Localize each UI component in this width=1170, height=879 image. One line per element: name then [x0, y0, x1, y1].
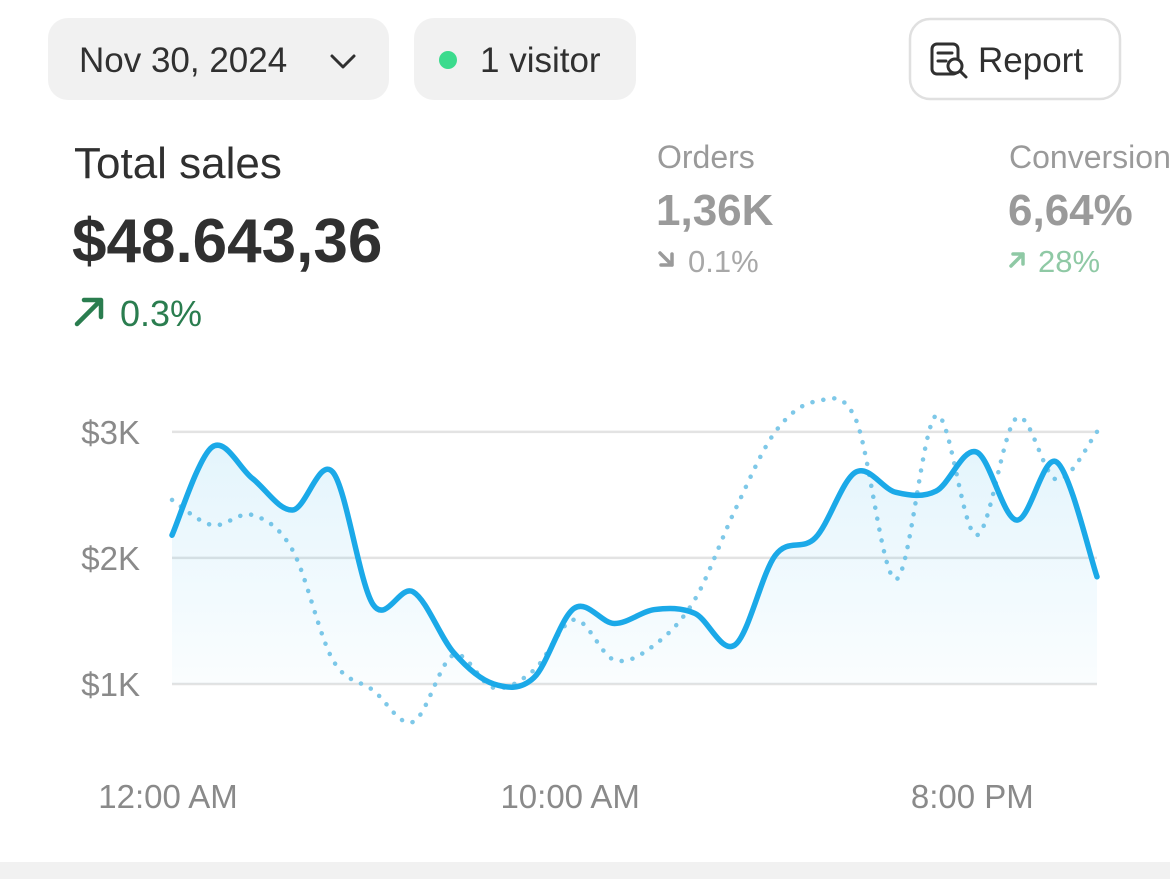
visitor-button[interactable]: 1 visitor	[414, 18, 636, 100]
x-tick-label: 12:00 AM	[98, 778, 237, 815]
area	[172, 445, 1097, 688]
up-arrow	[1009, 252, 1025, 268]
x-tick-label: 8:00 PM	[911, 778, 1034, 815]
report-icon-lines[interactable]	[936, 51, 968, 79]
report-button[interactable]: Report	[908, 17, 1122, 101]
report-button-bg[interactable]	[908, 17, 1122, 101]
metric-label: Total sales	[74, 139, 282, 188]
date-button-bg[interactable]	[48, 18, 389, 100]
report-text[interactable]: Report	[978, 41, 1083, 80]
y-tick-label: $2K	[81, 540, 140, 577]
sales-line	[169, 442, 1100, 690]
sales-chart: $1K $2K $3K 12:00 AM 10:00 AM 8:00 PM	[81, 396, 1100, 815]
metric-value: 1,36K	[656, 186, 774, 235]
bottom-strip	[0, 862, 1170, 879]
metric-change: 0.1%	[688, 244, 759, 279]
y-tick-label: $3K	[81, 414, 140, 451]
visitor-button-bg[interactable]	[414, 18, 636, 100]
chevron[interactable]	[330, 54, 356, 69]
live-dot	[439, 51, 457, 69]
metric-label: Conversion	[1009, 139, 1170, 175]
metric-change: 0.3%	[120, 293, 202, 334]
metric-value: 6,64%	[1008, 186, 1133, 235]
visitor-text[interactable]: 1 visitor	[480, 41, 601, 80]
down-arrow	[658, 251, 674, 267]
metric-label: Orders	[657, 139, 755, 175]
report-icon-lens[interactable]	[946, 57, 964, 75]
metric-change: 28%	[1038, 244, 1100, 279]
x-tick-label: 10:00 AM	[500, 778, 639, 815]
date-button[interactable]: Nov 30, 2024	[48, 18, 389, 100]
date-text[interactable]: Nov 30, 2024	[79, 41, 287, 80]
up-arrow	[74, 297, 104, 327]
metric-value: $48.643,36	[72, 207, 382, 276]
y-tick-label: $1K	[81, 666, 140, 703]
